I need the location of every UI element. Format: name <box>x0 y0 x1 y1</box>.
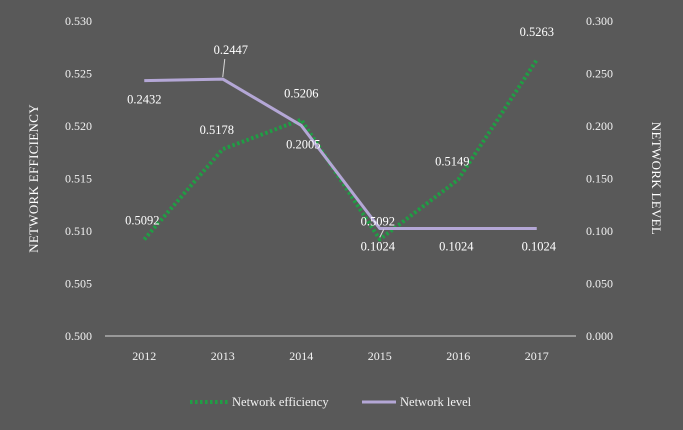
y-left-tick-label: 0.525 <box>65 67 92 81</box>
data-label-network-level: 0.2432 <box>127 93 161 107</box>
legend: Network efficiency Network level <box>190 395 472 409</box>
data-label-network-level: 0.1024 <box>522 239 557 253</box>
y-left-tick-label: 0.515 <box>65 172 92 186</box>
data-label-network-efficiency: 0.5263 <box>520 25 554 39</box>
y-left-tick-label: 0.530 <box>65 14 92 28</box>
data-label-network-efficiency: 0.5092 <box>125 213 159 227</box>
x-tick-label: 2014 <box>289 349 313 363</box>
y-left-tick-label: 0.505 <box>65 277 92 291</box>
data-label-network-efficiency: 0.5149 <box>435 155 469 169</box>
y-right-tick-label: 0.250 <box>586 67 613 81</box>
data-label-network-efficiency: 0.5092 <box>361 214 395 228</box>
y-right-tick-label: 0.200 <box>586 119 613 133</box>
y-left-tick-label: 0.500 <box>65 329 92 343</box>
y-right-tick-label: 0.300 <box>586 14 613 28</box>
y-left-tick-label: 0.520 <box>65 119 92 133</box>
data-label-network-level: 0.1024 <box>439 239 474 253</box>
y-right-tick-label: 0.050 <box>586 277 613 291</box>
series-lines <box>142 58 539 242</box>
y-right-axis-title: NETWORK LEVEL <box>649 122 664 235</box>
y-right-tick-label: 0.150 <box>586 172 613 186</box>
data-label-network-level: 0.1024 <box>361 239 396 253</box>
x-tick-label: 2012 <box>132 349 156 363</box>
y-right-tick-label: 0.000 <box>586 329 613 343</box>
x-tick-label: 2017 <box>525 349 549 363</box>
axes: 0.500 0.505 0.510 0.515 0.520 0.525 0.530 0.000… <box>26 14 664 363</box>
data-labels: 0.5092 0.5178 0.5206 0.5092 0.5149 0.5263 0.24… <box>125 25 557 254</box>
data-label-network-efficiency: 0.5206 <box>284 87 318 101</box>
data-label-network-level: 0.2447 <box>214 43 248 57</box>
x-tick-label: 2015 <box>368 349 392 363</box>
data-label-network-efficiency: 0.5178 <box>200 123 234 137</box>
leader-line <box>379 229 385 238</box>
series-line-network-efficiency <box>142 58 539 242</box>
data-label-network-level: 0.2005 <box>286 137 320 151</box>
legend-label-network-efficiency: Network efficiency <box>232 395 329 409</box>
y-left-axis-title: NETWORK EFFICIENCY <box>26 104 41 253</box>
legend-label-network-level: Network level <box>400 395 472 409</box>
x-tick-label: 2013 <box>211 349 235 363</box>
y-right-tick-label: 0.100 <box>586 224 613 238</box>
series-line-network-level <box>144 77 537 230</box>
leader-line <box>222 59 226 78</box>
x-tick-label: 2016 <box>446 349 470 363</box>
y-left-tick-label: 0.510 <box>65 224 92 238</box>
